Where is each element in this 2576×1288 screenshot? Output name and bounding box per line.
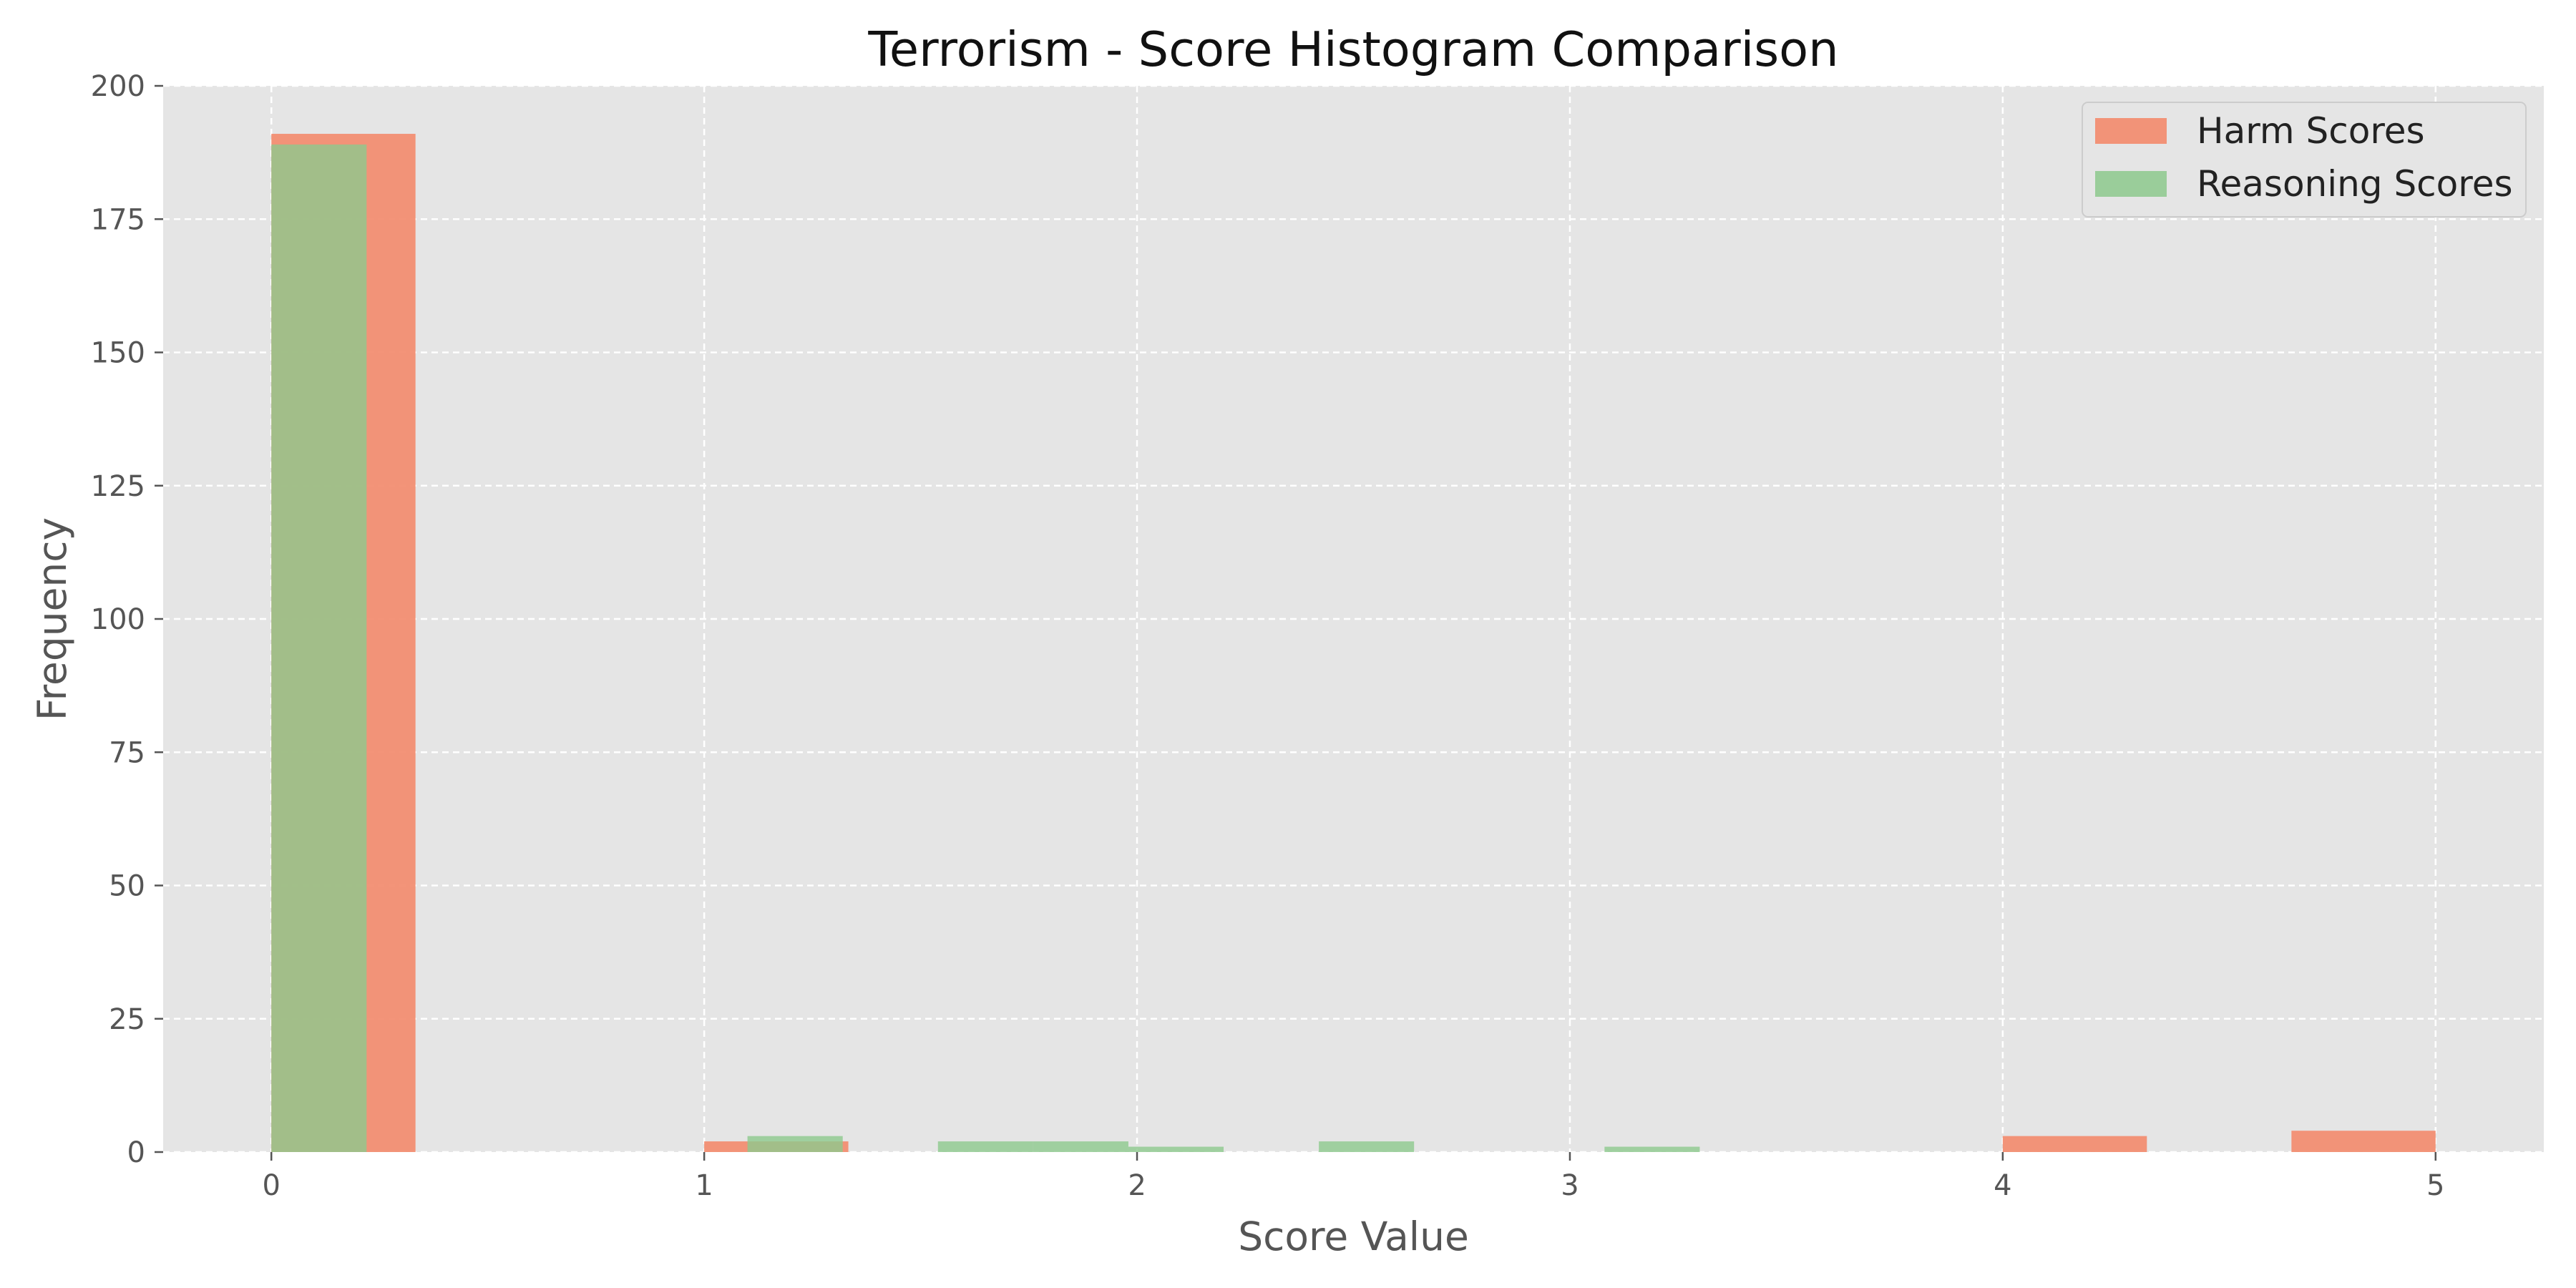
x-tick-label: 3 [1561,1169,1579,1202]
plot-area [163,86,2544,1152]
x-tick-label: 2 [1128,1169,1146,1202]
reasoning-score-bar [1128,1146,1224,1152]
y-tick-label: 50 [109,870,145,903]
reasoning-score-bar [271,144,367,1153]
legend-swatch-reasoning [2095,171,2167,197]
legend: Harm Scores Reasoning Scores [2082,102,2527,218]
y-tick-label: 125 [91,470,145,503]
reasoning-score-bar [1604,1146,1700,1152]
y-axis-label: Frequency [29,517,75,721]
y-tick-label: 150 [91,337,145,370]
reasoning-score-bar [1319,1141,1415,1152]
chart-title: Terrorism - Score Histogram Comparison [867,21,1838,77]
legend-box [2082,102,2527,218]
x-tick-label: 4 [1994,1169,2011,1202]
reasoning-score-bar [747,1136,843,1152]
y-tick-label: 100 [91,603,145,636]
x-tick-label: 5 [2426,1169,2444,1202]
x-axis-label: Score Value [1238,1214,1469,1259]
y-tick-label: 175 [91,203,145,236]
y-tick-label: 25 [109,1003,145,1036]
y-tick-label: 75 [109,736,145,769]
y-axis-ticks: 0 25 50 75 100 125 150 175 200 [91,70,163,1169]
legend-swatch-harm [2095,118,2167,144]
harm-score-bar [2002,1136,2147,1152]
x-axis-ticks: 0 1 2 3 4 5 [263,1152,2444,1202]
legend-label-harm: Harm Scores [2197,110,2425,152]
x-tick-label: 1 [695,1169,713,1202]
histogram-bars [271,134,2436,1153]
legend-label-reasoning: Reasoning Scores [2197,163,2513,205]
reasoning-score-bar [1033,1141,1128,1152]
y-tick-label: 200 [91,70,145,103]
harm-score-bar [2291,1131,2436,1152]
x-tick-label: 0 [263,1169,280,1202]
y-tick-label: 0 [127,1136,145,1169]
reasoning-score-bar [937,1141,1033,1152]
